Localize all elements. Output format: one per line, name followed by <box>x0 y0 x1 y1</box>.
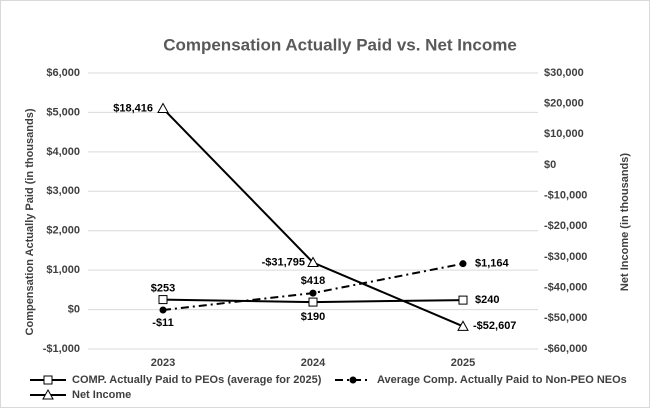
marker <box>457 320 469 331</box>
marker <box>159 306 167 314</box>
y-tick-label: $0 <box>68 303 80 315</box>
data-label: $18,416 <box>113 102 153 114</box>
y2-tick-label: -$40,000 <box>544 282 587 294</box>
y-tick-label: $3,000 <box>46 185 80 197</box>
data-label: $1,164 <box>475 258 510 270</box>
y2-tick-label: -$10,000 <box>544 190 587 202</box>
legend-marker <box>349 376 357 384</box>
y2-tick-label: $10,000 <box>544 128 584 140</box>
y2-tick-label: -$20,000 <box>544 220 587 232</box>
legend-label: COMP. Actually Paid to PEOs (average for… <box>72 374 322 386</box>
marker <box>158 295 168 305</box>
y2-tick-label: -$30,000 <box>544 251 587 263</box>
x-tick-label: 2025 <box>451 357 475 369</box>
marker <box>157 102 169 114</box>
data-label: $253 <box>151 283 175 295</box>
data-label: -$11 <box>152 317 173 329</box>
data-label: -$31,795 <box>262 256 305 268</box>
legend-label: Average Comp. Actually Paid to Non-PEO N… <box>377 374 627 386</box>
y2-axis-label: Net Income (in thousands) <box>619 153 631 291</box>
marker <box>458 295 468 305</box>
legend-marker <box>42 388 54 400</box>
marker <box>308 297 318 307</box>
y2-tick-label: $20,000 <box>544 98 584 110</box>
y-tick-label: $2,000 <box>46 225 80 237</box>
y-tick-label: $5,000 <box>46 106 80 118</box>
data-label: $190 <box>301 311 325 323</box>
legend-label: Net Income <box>72 389 131 401</box>
marker <box>309 289 317 297</box>
y-tick-label: -$1,000 <box>43 343 80 355</box>
data-label: $240 <box>475 294 499 306</box>
marker <box>307 256 319 268</box>
y2-tick-label: $30,000 <box>544 67 584 79</box>
data-label: $418 <box>301 275 325 287</box>
y-tick-label: $6,000 <box>46 67 80 79</box>
x-tick-label: 2024 <box>301 357 326 369</box>
y-tick-label: $1,000 <box>46 264 80 276</box>
y-axis-label: Compensation Actually Paid (in thousands… <box>24 108 36 335</box>
y2-tick-label: -$50,000 <box>544 312 587 324</box>
legend-marker <box>43 375 53 385</box>
chart-title: Compensation Actually Paid vs. Net Incom… <box>163 35 517 54</box>
marker <box>459 260 467 268</box>
y-tick-label: $4,000 <box>46 146 80 158</box>
x-tick-label: 2023 <box>151 357 175 369</box>
data-label: -$52,607 <box>473 320 516 332</box>
y2-tick-label: -$60,000 <box>544 343 587 355</box>
y2-tick-label: $0 <box>544 159 556 171</box>
